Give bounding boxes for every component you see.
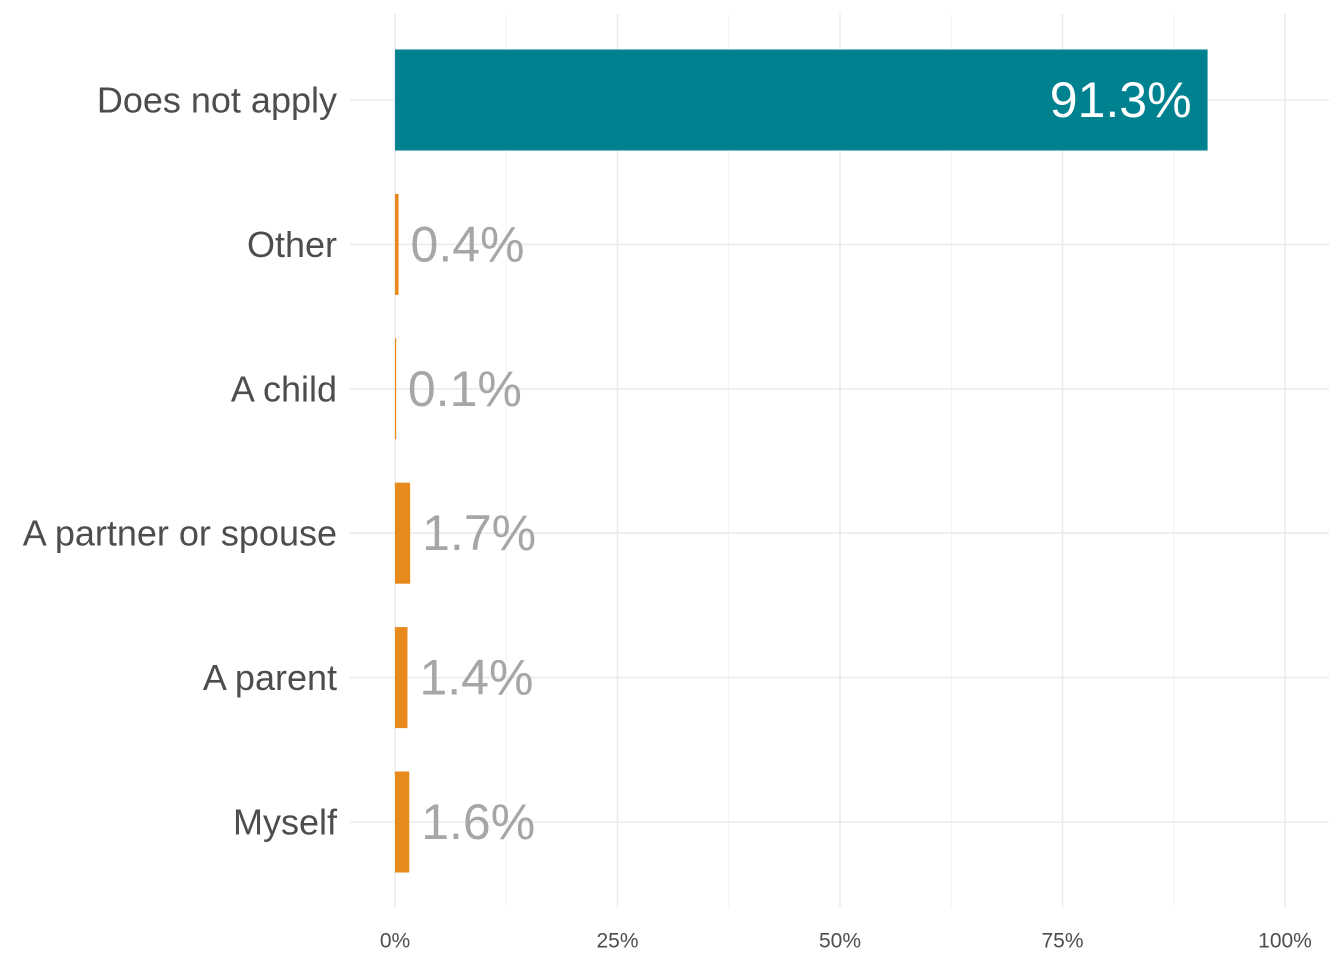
x-tick-label: 0% — [380, 930, 410, 953]
x-tick-label: 75% — [1041, 930, 1083, 953]
x-tick-label: 25% — [596, 930, 638, 953]
value-label: 0.4% — [411, 216, 525, 272]
value-label: 0.1% — [408, 361, 522, 417]
bar — [395, 627, 408, 729]
x-tick-label: 100% — [1258, 930, 1312, 953]
category-labels: Does not apply Other A child A partner or s… — [23, 80, 338, 843]
bar — [395, 771, 410, 873]
bar — [395, 482, 411, 584]
bar — [395, 338, 397, 440]
category-label: Other — [247, 224, 337, 265]
value-label: 1.4% — [419, 650, 533, 706]
x-tick-label: 50% — [819, 930, 861, 953]
bar — [395, 49, 1208, 151]
value-label: 91.3% — [1050, 72, 1192, 128]
x-axis-tick-labels: 0% 25% 50% 75% 100% — [380, 930, 1312, 953]
grid-lines — [350, 14, 1329, 907]
category-label: A child — [231, 368, 337, 409]
category-label: Does not apply — [97, 80, 337, 121]
value-label: 1.7% — [422, 505, 536, 561]
bar — [395, 193, 399, 295]
category-label: A parent — [203, 657, 337, 698]
category-label: A partner or spouse — [23, 513, 337, 554]
bars — [395, 49, 1208, 873]
category-label: Myself — [233, 802, 338, 843]
value-labels: 91.3% 0.4% 0.1% 1.7% 1.4% 1.6% — [408, 72, 1192, 850]
value-label: 1.6% — [421, 794, 535, 850]
